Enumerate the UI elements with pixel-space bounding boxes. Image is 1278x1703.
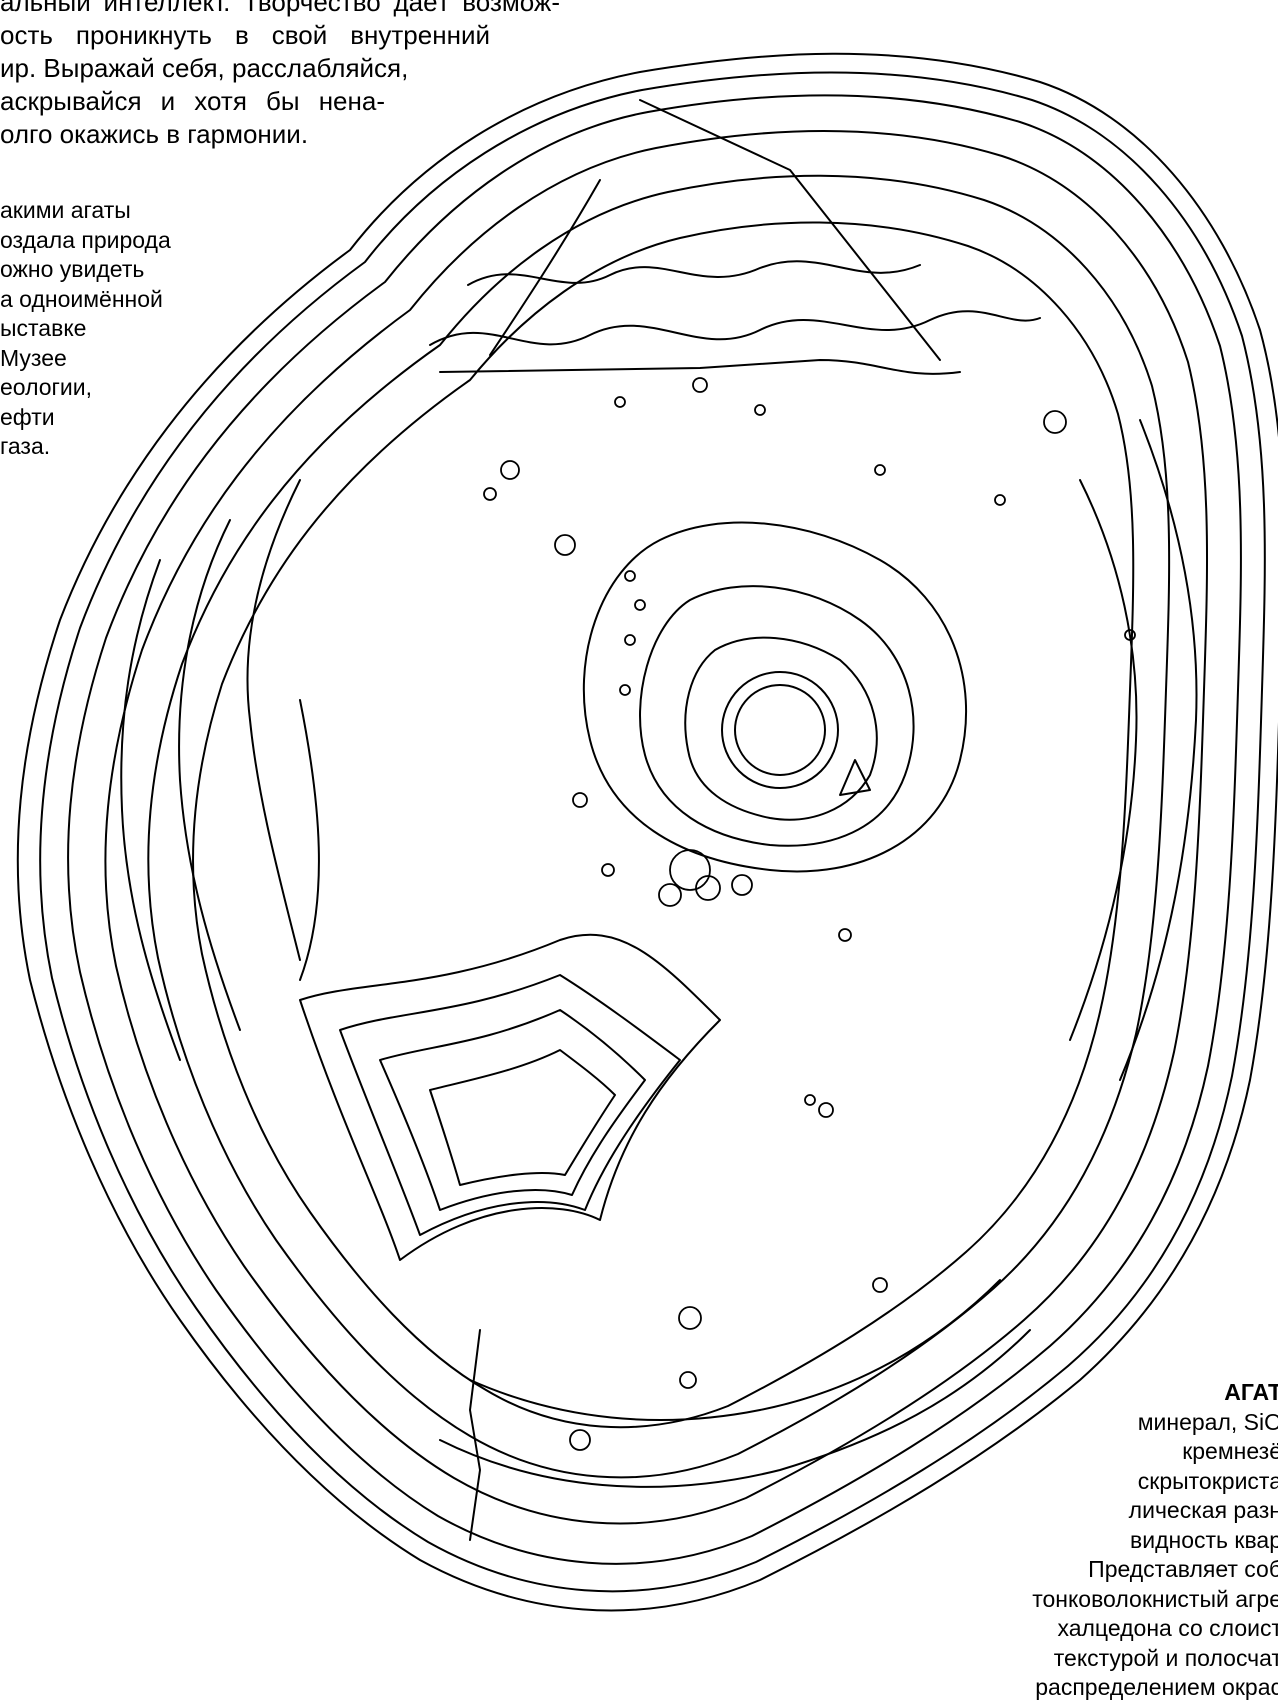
museum-line: ефти — [0, 403, 55, 430]
agate-line: Представляет соб — [1088, 1556, 1278, 1582]
agate-fracture-2 — [489, 179, 601, 356]
agate-eye-band-2 — [684, 636, 878, 821]
agate-contour-g — [439, 1329, 1031, 1488]
agate-outer-rim — [16, 52, 1278, 1612]
intro-line: олго окажись в гармонии. — [0, 119, 309, 149]
agate-band-3 — [147, 174, 1171, 1479]
intro-line: аскрывайся и хотя бы нена- — [0, 86, 385, 116]
agate-contour-e — [1119, 419, 1198, 1081]
museum-line: а одноимённой — [0, 285, 163, 312]
intro-line: альный интеллект. Творчество даёт возмож… — [0, 0, 560, 17]
agate-contour-f — [469, 1279, 1001, 1421]
museum-line: газа. — [0, 433, 51, 459]
agate-contour-a — [246, 479, 301, 961]
agate-line: кремнезё — [1182, 1438, 1278, 1464]
museum-line: ыставке — [0, 315, 87, 341]
agate-band-4 — [191, 221, 1135, 1429]
agate-line: лическая разн — [1128, 1497, 1278, 1523]
agate-wave-1 — [467, 260, 921, 286]
intro-line: ир. Выражай себя, расслабляйся, — [0, 53, 409, 83]
agate-line: минерал, SiO — [1137, 1408, 1278, 1435]
agate-contour-d — [1069, 479, 1138, 1041]
agate-rim-inner — [39, 71, 1266, 1593]
agate-band-2 — [104, 130, 1209, 1525]
agate-line: распределением окрас — [1035, 1674, 1278, 1700]
agate-eye-band-1 — [639, 585, 915, 847]
agate-definition: АГАТ минерал, SiO кремнезё скрытокриста … — [862, 1378, 1278, 1703]
agate-line: халцедона со слоист — [1057, 1615, 1278, 1641]
museum-line: акими агаты — [0, 197, 131, 223]
agate-eye-core-inner — [734, 684, 826, 776]
agate-wave-3 — [439, 359, 961, 375]
museum-line: Музее — [0, 344, 67, 371]
agate-star-outer — [299, 933, 721, 1261]
agate-contour-b — [178, 519, 241, 1031]
agate-band-1 — [67, 94, 1242, 1565]
intro-line: ость проникнуть в свой внутренний — [0, 20, 490, 50]
agate-slice-illustration — [16, 52, 1278, 1612]
agate-eye-outer — [582, 521, 968, 873]
agate-fracture-3 — [469, 1329, 481, 1541]
agate-star-core — [429, 1049, 616, 1186]
agate-star-band-2 — [379, 1009, 646, 1211]
agate-star-band-1 — [339, 974, 681, 1236]
agate-eye-core — [721, 671, 839, 789]
agate-fracture-4 — [299, 699, 320, 981]
agate-fracture-1 — [639, 99, 941, 361]
museum-line: ожно увидеть — [0, 256, 145, 282]
agate-wave-2 — [429, 310, 1041, 346]
agate-heading: АГАТ — [1224, 1379, 1278, 1405]
agate-eye-chip — [839, 759, 871, 796]
intro-text: альный интеллект. Творчество даёт возмож… — [0, 0, 560, 151]
museum-note: акими агаты оздала природа ожно увидеть … — [0, 196, 171, 462]
agate-line: скрытокриста — [1137, 1467, 1278, 1494]
agate-line: видность квар — [1130, 1526, 1278, 1553]
agate-line: тонковолокнистый агре — [1032, 1585, 1278, 1612]
agate-inclusions — [483, 377, 1136, 1451]
agate-line: текстурой и полосчат — [1053, 1644, 1278, 1671]
agate-contour-c — [120, 559, 181, 1061]
museum-line: оздала природа — [0, 226, 171, 253]
museum-line: еологии, — [0, 374, 93, 400]
